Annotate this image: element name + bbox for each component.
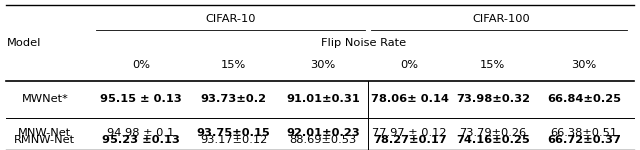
Text: 91.01±0.31: 91.01±0.31 <box>286 94 360 104</box>
Text: CIFAR-100: CIFAR-100 <box>472 14 530 24</box>
Text: 93.73±0.2: 93.73±0.2 <box>200 94 267 104</box>
Text: 78.27±0.17: 78.27±0.17 <box>372 135 447 145</box>
Text: 93.75±0.15: 93.75±0.15 <box>196 128 271 138</box>
Text: 30%: 30% <box>572 60 596 70</box>
Text: 92.01±0.23: 92.01±0.23 <box>286 128 360 138</box>
Text: 66.84±0.25: 66.84±0.25 <box>547 94 621 104</box>
Text: CIFAR-10: CIFAR-10 <box>205 14 255 24</box>
Text: MNW-Net: MNW-Net <box>18 128 72 138</box>
Text: 88.69±0.53: 88.69±0.53 <box>289 135 357 145</box>
Text: 74.16±0.25: 74.16±0.25 <box>456 135 530 145</box>
Text: 73.98±0.32: 73.98±0.32 <box>456 94 530 104</box>
Text: Model: Model <box>6 38 41 48</box>
Text: 66.72±0.37: 66.72±0.37 <box>547 135 621 145</box>
Text: 95.23 ±0.13: 95.23 ±0.13 <box>102 135 180 145</box>
Text: 30%: 30% <box>310 60 336 70</box>
Text: 15%: 15% <box>480 60 506 70</box>
Text: 95.15 ± 0.13: 95.15 ± 0.13 <box>100 94 182 104</box>
Text: 15%: 15% <box>221 60 246 70</box>
Text: 66.38±0.51: 66.38±0.51 <box>550 128 618 138</box>
Text: 77.97 ± 0.12: 77.97 ± 0.12 <box>372 128 447 138</box>
Text: 0%: 0% <box>401 60 419 70</box>
Text: Flip Noise Rate: Flip Noise Rate <box>321 38 406 48</box>
Text: MWNet*: MWNet* <box>21 94 68 104</box>
Text: 93.17±0.12: 93.17±0.12 <box>200 135 268 145</box>
Text: 78.06± 0.14: 78.06± 0.14 <box>371 94 449 104</box>
Text: RMNW-Net: RMNW-Net <box>14 135 76 145</box>
Text: 0%: 0% <box>132 60 150 70</box>
Text: 94.98 ± 0.1: 94.98 ± 0.1 <box>107 128 175 138</box>
Text: 73.79±0.26: 73.79±0.26 <box>460 128 526 138</box>
